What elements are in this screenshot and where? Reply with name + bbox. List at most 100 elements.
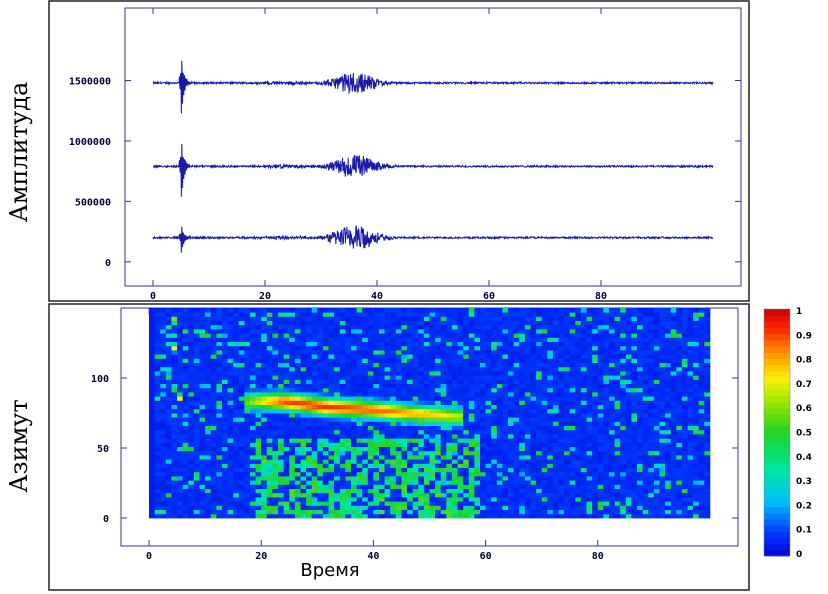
heatmap-cell bbox=[289, 366, 296, 372]
heatmap-cell bbox=[261, 413, 268, 418]
heatmap-cell bbox=[407, 387, 414, 393]
heatmap-cell bbox=[687, 459, 694, 464]
heatmap-cell bbox=[463, 421, 470, 426]
heatmap-cell bbox=[373, 333, 380, 338]
heatmap-cell bbox=[401, 337, 408, 342]
heatmap-cell bbox=[457, 345, 464, 351]
heatmap-cell bbox=[244, 417, 251, 422]
heatmap-cell bbox=[642, 425, 649, 431]
heatmap-cell bbox=[648, 308, 655, 313]
heatmap-cell bbox=[294, 438, 301, 443]
heatmap-cell bbox=[575, 329, 582, 334]
heatmap-cell bbox=[451, 455, 458, 460]
heatmap-cell bbox=[625, 350, 632, 355]
heatmap-cell bbox=[222, 467, 228, 473]
heatmap-cell bbox=[227, 438, 234, 443]
heatmap-cell bbox=[283, 366, 290, 372]
heatmap-cell bbox=[637, 459, 643, 464]
heatmap-cell bbox=[423, 358, 430, 363]
heatmap-cell bbox=[541, 383, 548, 389]
heatmap-cell bbox=[250, 350, 256, 355]
heatmap-cell bbox=[205, 488, 212, 494]
heatmap-cell bbox=[569, 476, 576, 481]
heatmap-cell bbox=[182, 324, 189, 330]
heatmap-cell bbox=[665, 404, 672, 410]
heatmap-cell bbox=[558, 312, 565, 317]
heatmap-cell bbox=[620, 366, 627, 372]
heatmap-cell bbox=[345, 446, 352, 452]
heatmap-cell bbox=[322, 476, 329, 481]
heatmap-cell bbox=[300, 408, 307, 414]
heatmap-cell bbox=[300, 362, 307, 368]
heatmap-cell bbox=[603, 425, 610, 431]
heatmap-cell bbox=[222, 408, 228, 414]
heatmap-cell bbox=[379, 488, 385, 494]
heatmap-cell bbox=[177, 492, 184, 498]
heatmap-cell bbox=[687, 366, 694, 372]
heatmap-cell bbox=[480, 467, 486, 473]
heatmap-cell bbox=[188, 375, 195, 380]
heatmap-cell bbox=[356, 455, 363, 460]
heatmap-cell bbox=[395, 350, 402, 355]
heatmap-cell bbox=[199, 501, 206, 506]
heatmap-cell bbox=[446, 358, 453, 363]
heatmap-cell bbox=[474, 513, 481, 519]
heatmap-cell bbox=[592, 337, 599, 342]
heatmap-cell bbox=[278, 429, 285, 435]
heatmap-cell bbox=[233, 484, 240, 489]
heatmap-cell bbox=[222, 345, 228, 351]
heatmap-cell bbox=[670, 476, 677, 481]
heatmap-cell bbox=[665, 505, 672, 510]
heatmap-cell bbox=[463, 387, 470, 393]
heatmap-cell bbox=[266, 484, 273, 489]
heatmap-cell bbox=[188, 408, 195, 414]
heatmap-cell bbox=[233, 446, 240, 452]
heatmap-cell bbox=[480, 404, 486, 410]
heatmap-cell bbox=[423, 387, 430, 393]
heatmap-cell bbox=[306, 320, 313, 326]
heatmap-cell bbox=[429, 501, 436, 506]
heatmap-cell bbox=[311, 480, 318, 485]
heatmap-cell bbox=[547, 476, 554, 481]
heatmap-cell bbox=[311, 396, 318, 401]
heatmap-cell bbox=[457, 337, 464, 342]
heatmap-cell bbox=[698, 392, 705, 397]
heatmap-cell bbox=[362, 492, 369, 498]
heatmap-cell bbox=[569, 471, 576, 477]
heatmap-cell bbox=[160, 455, 167, 460]
heatmap-cell bbox=[569, 358, 576, 363]
heatmap-cell bbox=[278, 392, 285, 397]
heatmap-cell bbox=[278, 333, 285, 338]
heatmap-cell bbox=[687, 350, 694, 355]
heatmap-cell bbox=[227, 446, 234, 452]
heatmap-cell bbox=[609, 383, 615, 389]
heatmap-cell bbox=[300, 476, 307, 481]
heatmap-cell bbox=[160, 337, 167, 342]
heatmap-cell bbox=[620, 387, 627, 393]
heatmap-cell bbox=[609, 312, 615, 317]
heatmap-cell bbox=[205, 429, 212, 435]
heatmap-cell bbox=[238, 501, 245, 506]
heatmap-cell bbox=[390, 350, 397, 355]
heatmap-cell bbox=[440, 463, 447, 468]
heatmap-cell bbox=[334, 316, 341, 321]
heatmap-cell bbox=[451, 450, 458, 456]
heatmap-cell bbox=[625, 509, 632, 515]
heatmap-cell bbox=[401, 345, 408, 351]
heatmap-cell bbox=[642, 396, 649, 401]
heatmap-cell bbox=[362, 383, 369, 389]
heatmap-cell bbox=[238, 471, 245, 477]
heatmap-cell bbox=[480, 354, 486, 359]
heatmap-cell bbox=[468, 312, 475, 317]
heatmap-cell bbox=[390, 480, 397, 485]
heatmap-cell bbox=[283, 421, 290, 426]
heatmap-cell bbox=[233, 329, 240, 334]
heatmap-cell bbox=[362, 434, 369, 439]
heatmap-cell bbox=[311, 400, 318, 405]
heatmap-cell bbox=[238, 484, 245, 489]
heatmap-cell bbox=[317, 476, 324, 481]
heatmap-cell bbox=[367, 501, 374, 506]
heatmap-cell bbox=[294, 413, 301, 418]
heatmap-cell bbox=[339, 425, 346, 431]
heatmap-cell bbox=[238, 383, 245, 389]
